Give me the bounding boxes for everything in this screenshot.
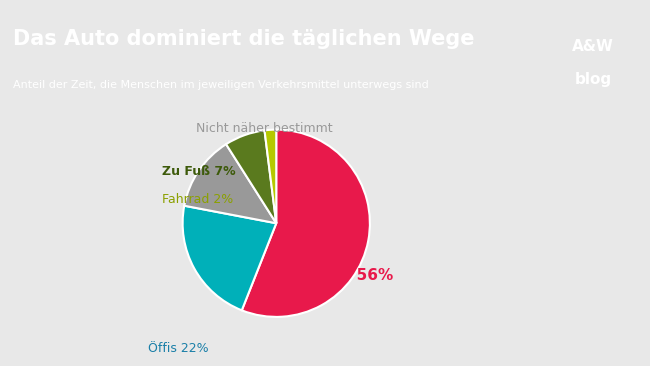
- Text: Fahrrad 2%: Fahrrad 2%: [162, 193, 233, 206]
- Text: Öffis 22%: Öffis 22%: [148, 342, 209, 355]
- Text: Das Auto dominiert die täglichen Wege: Das Auto dominiert die täglichen Wege: [13, 29, 474, 49]
- Wedge shape: [242, 130, 370, 317]
- Text: Anteil der Zeit, die Menschen im jeweiligen Verkehrsmittel unterwegs sind: Anteil der Zeit, die Menschen im jeweili…: [13, 80, 429, 90]
- Wedge shape: [226, 130, 276, 223]
- Text: blog: blog: [575, 72, 612, 87]
- Wedge shape: [184, 144, 276, 223]
- Wedge shape: [183, 206, 276, 310]
- Wedge shape: [265, 130, 276, 223]
- Text: Nicht näher bestimmt: Nicht näher bestimmt: [196, 122, 333, 135]
- Text: A&W: A&W: [572, 40, 614, 54]
- Text: Auto 56%: Auto 56%: [311, 268, 393, 283]
- Text: Zu Fuß 7%: Zu Fuß 7%: [162, 165, 236, 178]
